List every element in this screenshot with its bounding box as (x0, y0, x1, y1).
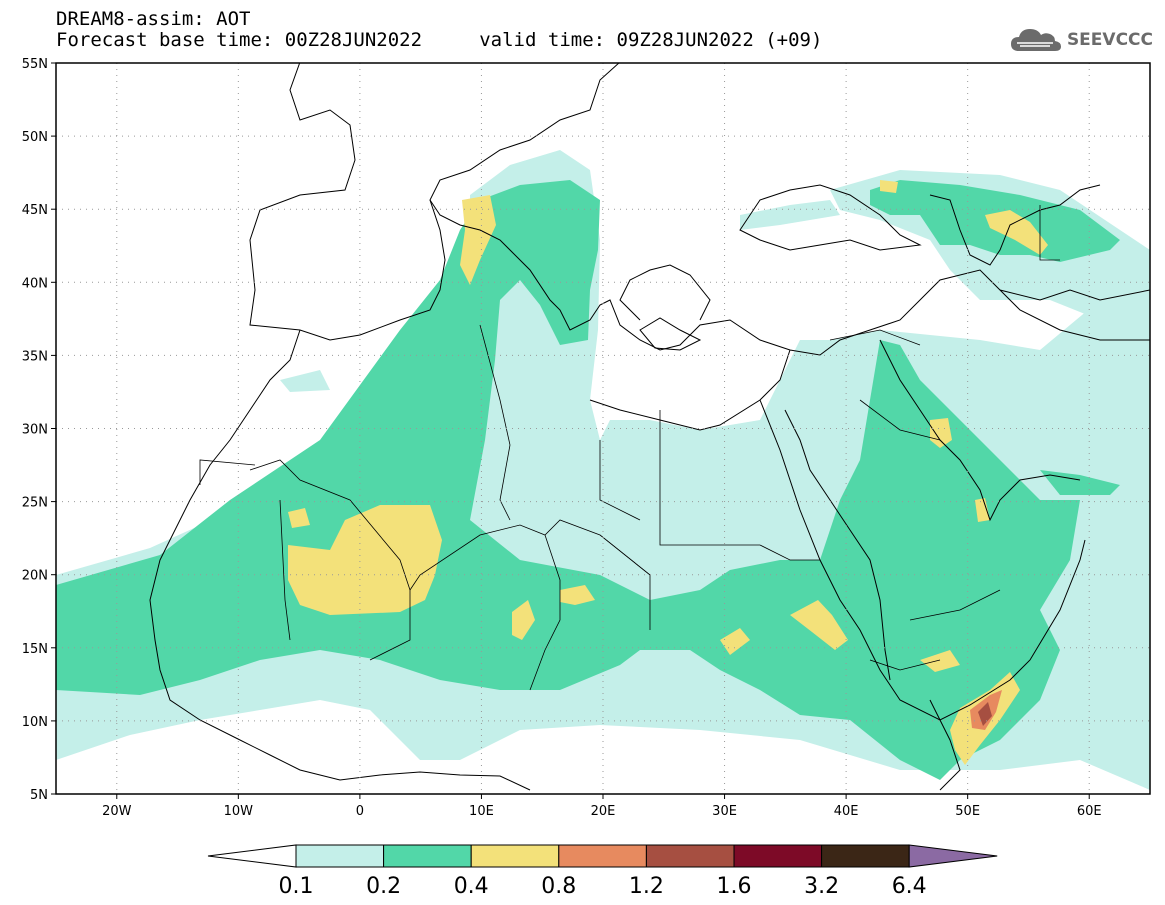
lat-tick-label: 55N (22, 57, 48, 72)
colorbar-swatch (383, 844, 472, 868)
colorbar-swatch (470, 844, 560, 868)
lat-tick-label: 15N (22, 642, 48, 657)
colorbar-swatch (295, 844, 385, 868)
lat-tick-label: 10N (22, 715, 48, 730)
lon-tick-label: 0 (356, 804, 364, 819)
forecast-time-line: Forecast base time: 00Z28JUN2022 valid t… (56, 29, 823, 51)
colorbar-label: 6.4 (892, 874, 927, 899)
lat-tick-label: 45N (22, 203, 48, 218)
logo-text: SEEVCCC (1066, 30, 1153, 50)
lat-tick-label: 5N (30, 788, 48, 803)
lon-tick-label: 60E (1077, 804, 1102, 819)
colorbar-low-arrow (207, 844, 297, 868)
colorbar-label: 0.8 (541, 874, 576, 899)
cloud-icon (1010, 29, 1061, 51)
axis-ticks (51, 62, 1090, 799)
lat-tick-label: 20N (22, 569, 48, 584)
colorbar-label: 0.4 (454, 874, 489, 899)
colorbar-swatch (558, 844, 647, 868)
lon-tick-label: 20W (102, 804, 132, 819)
colorbar-label: 1.2 (629, 874, 664, 899)
colorbar-label: 1.6 (717, 874, 752, 899)
lat-tick-label: 40N (22, 276, 48, 291)
coastlines (149, 63, 1150, 791)
colorbar-label: 0.2 (366, 874, 401, 899)
colorbar-swatch (733, 844, 823, 868)
aot-level-1-2 (978, 702, 992, 726)
lon-tick-label: 10E (469, 804, 494, 819)
lat-tick-label: 30N (22, 423, 48, 438)
latitude-labels: 55N 50N 45N 40N 35N 30N 25N 20N 15N 10N 5N (22, 57, 48, 803)
lat-tick-label: 35N (22, 349, 48, 364)
colorbar-swatch (821, 844, 910, 868)
colorbar-high-arrow (908, 844, 998, 868)
lat-tick-label: 25N (22, 496, 48, 511)
lat-tick-label: 50N (22, 130, 48, 145)
lon-tick-label: 50E (955, 804, 980, 819)
colorbar-swatch (645, 844, 735, 868)
longitude-labels: 20W 10W 0 10E 20E 30E 40E 50E 60E (102, 804, 1102, 819)
lon-tick-label: 30E (712, 804, 737, 819)
lon-tick-label: 40E (834, 804, 859, 819)
grid (56, 63, 1150, 794)
colorbar: 0.1 0.2 0.4 0.8 1.2 1.6 3.2 6.4 (207, 844, 998, 899)
map-title: DREAM8-assim: AOT (56, 8, 251, 30)
aot-contours (56, 150, 1150, 790)
country-borders (199, 205, 1060, 691)
colorbar-label: 3.2 (804, 874, 839, 899)
colorbar-label: 0.1 (279, 874, 314, 899)
seevccc-logo: SEEVCCC (1009, 24, 1153, 56)
lon-tick-label: 20E (591, 804, 616, 819)
lon-tick-label: 10W (224, 804, 254, 819)
